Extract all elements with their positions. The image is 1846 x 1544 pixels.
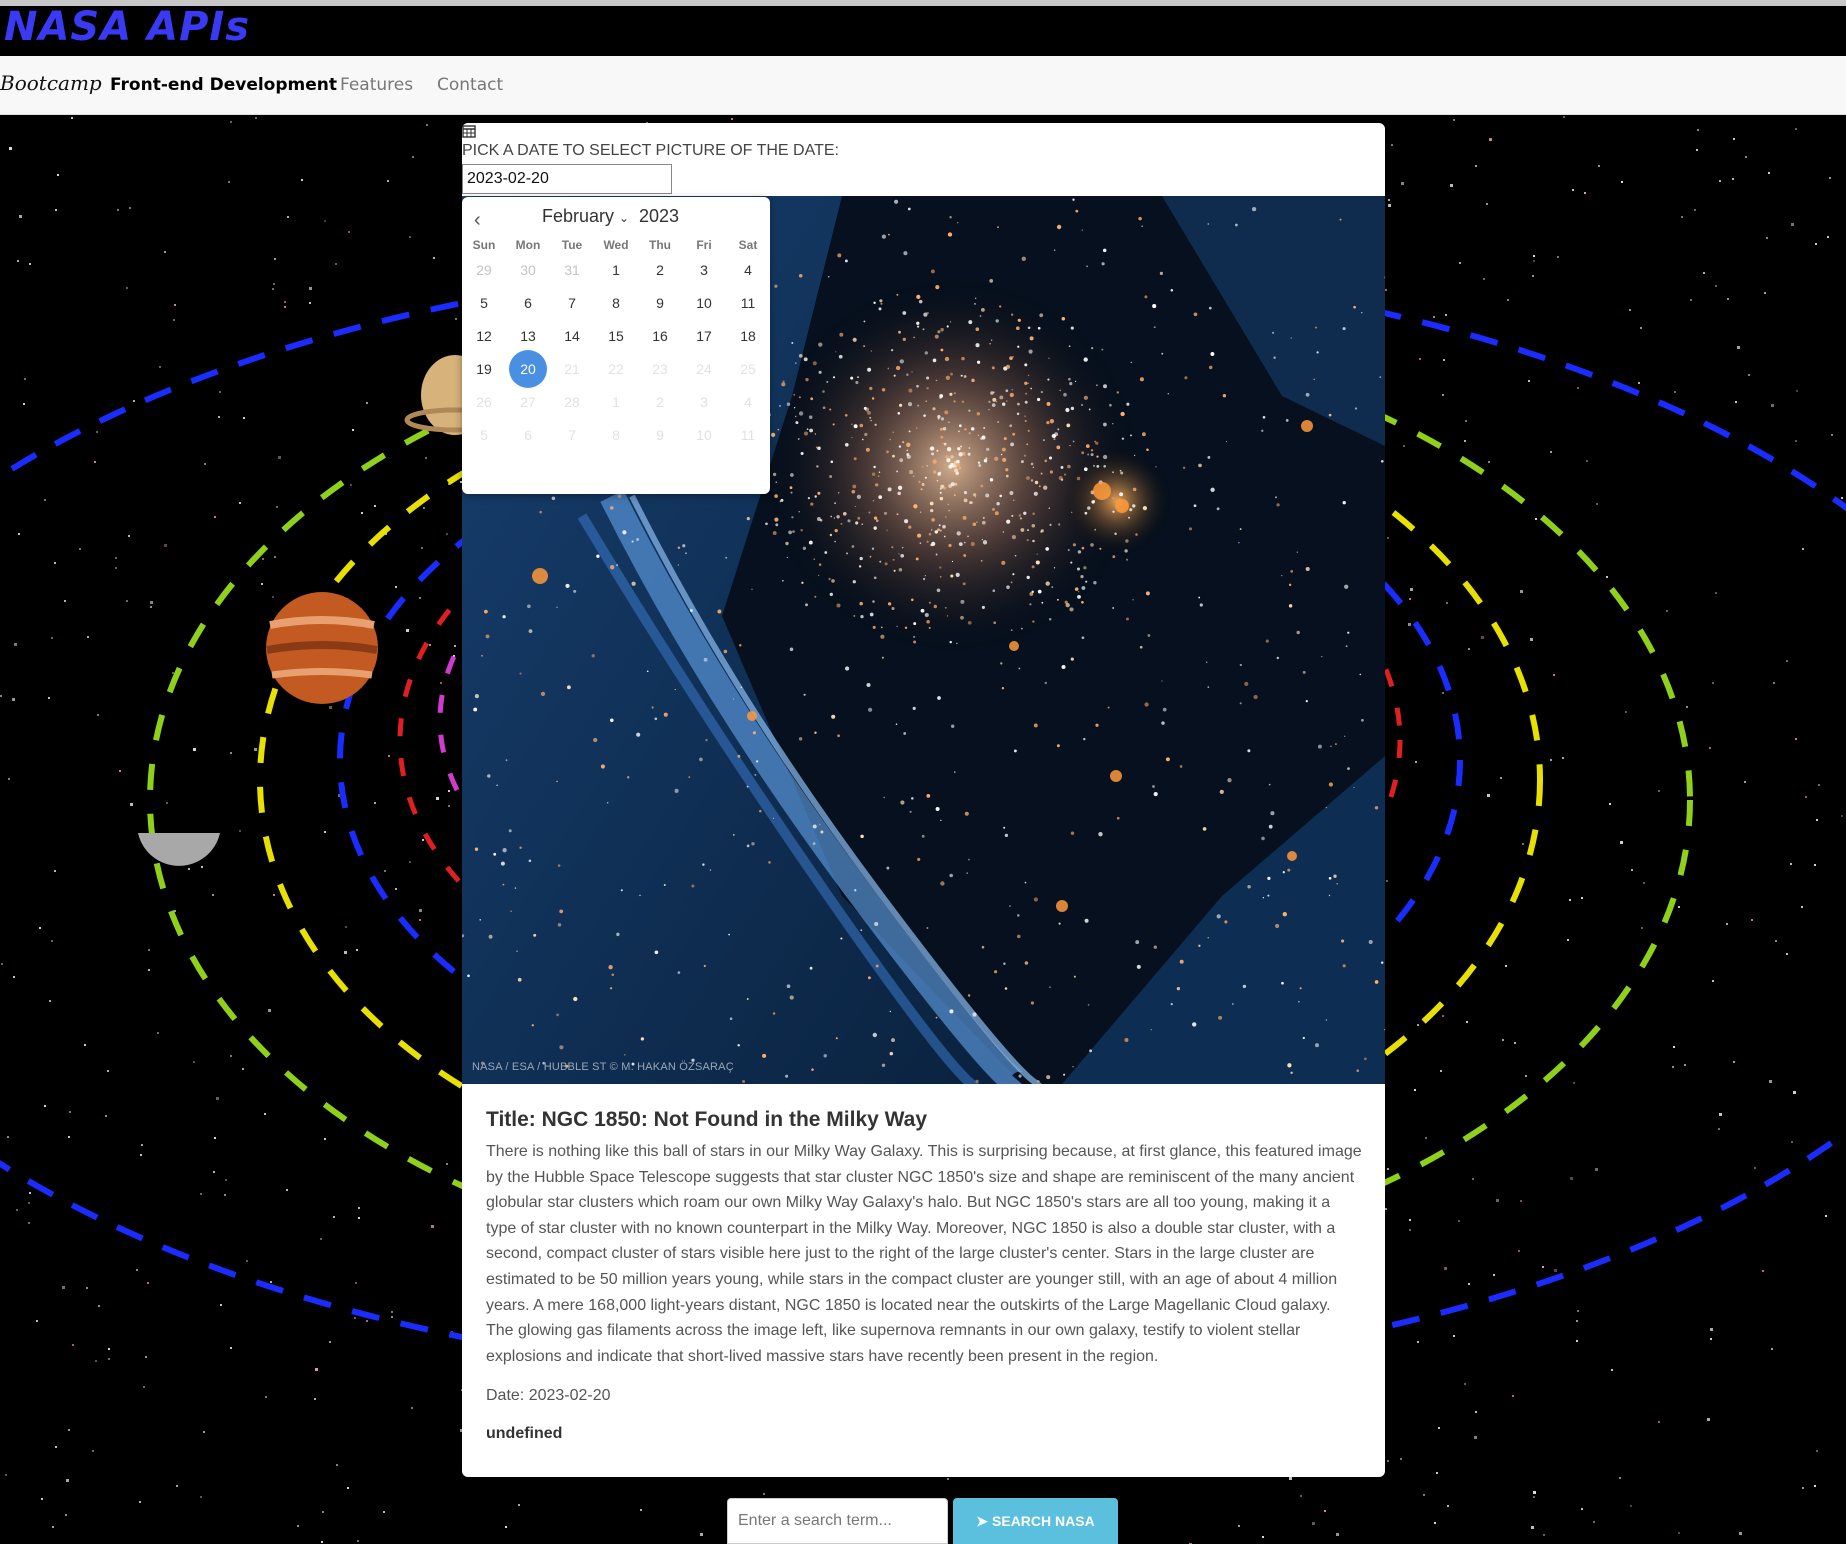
calendar-icon xyxy=(462,125,476,138)
calendar-day: 22 xyxy=(608,361,624,377)
nav-link-front-end-development[interactable]: Front-end Development xyxy=(110,75,337,95)
weekday-tue: Tue xyxy=(561,238,583,252)
date-picker-popup: ‹ February ⌄ 2023 Sun Mon Tue Wed Thu Fr… xyxy=(462,197,770,494)
weekday-mon: Mon xyxy=(515,238,541,252)
moon xyxy=(138,833,220,866)
calendar-day: 23 xyxy=(652,361,668,377)
search-input[interactable] xyxy=(727,1498,948,1544)
calendar-day[interactable]: 31 xyxy=(564,262,580,278)
calendar-day[interactable]: 7 xyxy=(568,295,576,311)
calendar-day[interactable]: 4 xyxy=(744,262,752,278)
calendar-day[interactable]: 30 xyxy=(520,262,536,278)
calendar-day: 26 xyxy=(476,394,492,410)
apod-date: Date: 2023-02-20 xyxy=(486,1387,611,1404)
month-select[interactable]: February ⌄ xyxy=(542,206,629,227)
year-input[interactable]: 2023 xyxy=(639,206,680,226)
chevron-down-icon: ⌄ xyxy=(619,211,630,225)
apod-title: Title: NGC 1850: Not Found in the Milky … xyxy=(486,1108,928,1131)
date-input[interactable] xyxy=(462,164,672,194)
calendar-day[interactable]: 1 xyxy=(612,262,620,278)
calendar-day: 2 xyxy=(656,394,664,410)
weekday-sun: Sun xyxy=(472,238,496,252)
top-bar: NASA APIs xyxy=(0,0,1846,56)
image-credit: NASA / ESA / HUBBLE ST © M. HAKAN ÖZSARA… xyxy=(472,1061,734,1073)
weekday-sat: Sat xyxy=(738,238,758,252)
navbar-brand[interactable]: Bootcamp xyxy=(0,71,102,95)
apod-explanation: There is nothing like this ball of stars… xyxy=(486,1143,1362,1365)
calendar-day[interactable]: 10 xyxy=(696,295,712,311)
calendar-day: 1 xyxy=(612,394,620,410)
calendar-day: 5 xyxy=(480,427,488,443)
calendar-day[interactable]: 19 xyxy=(476,361,492,377)
jupiter-planet xyxy=(266,592,378,704)
calendar-day[interactable]: 12 xyxy=(476,328,492,344)
apod-extra-field: undefined xyxy=(486,1425,563,1442)
calendar-day: 7 xyxy=(568,427,576,443)
calendar-day: 27 xyxy=(520,394,536,410)
nav-link-contact[interactable]: Contact xyxy=(437,75,504,95)
month-label: February xyxy=(542,206,615,226)
calendar-day[interactable]: 16 xyxy=(652,328,668,344)
pick-date-label: PICK A DATE TO SELECT PICTURE OF THE DAT… xyxy=(462,142,839,159)
search-nasa-button[interactable]: ➤ SEARCH NASA xyxy=(953,1498,1118,1544)
calendar-day: 25 xyxy=(740,361,756,377)
calendar-day: 10 xyxy=(696,427,712,443)
calendar-day[interactable]: 5 xyxy=(480,295,488,311)
calendar-day: 9 xyxy=(656,427,664,443)
calendar-day[interactable]: 2 xyxy=(656,262,664,278)
calendar-day[interactable]: 13 xyxy=(520,328,536,344)
weekday-fri: Fri xyxy=(696,238,712,252)
calendar-day: 4 xyxy=(744,394,752,410)
calendar-day[interactable]: 18 xyxy=(740,328,756,344)
calendar-day: 24 xyxy=(696,361,712,377)
navbar: Bootcamp Front-end Development Features … xyxy=(0,56,1846,115)
calendar-day: 28 xyxy=(564,394,580,410)
nav-link-features[interactable]: Features xyxy=(340,75,414,95)
calendar-day: 6 xyxy=(524,427,532,443)
calendar-day[interactable]: 17 xyxy=(696,328,712,344)
site-title: NASA APIs xyxy=(4,4,251,50)
previous-month-icon[interactable]: ‹ xyxy=(474,209,481,231)
weekday-thu: Thu xyxy=(649,238,671,252)
calendar-day[interactable]: 29 xyxy=(476,262,492,278)
calendar-day[interactable]: 14 xyxy=(564,328,580,344)
calendar-day[interactable]: 9 xyxy=(656,295,664,311)
weekday-wed: Wed xyxy=(603,238,629,252)
calendar-day: 3 xyxy=(700,394,708,410)
search-button-label: SEARCH NASA xyxy=(992,1512,1095,1529)
calendar-day: 11 xyxy=(740,427,756,443)
rocket-icon: ➤ xyxy=(976,1512,989,1529)
calendar-day: 21 xyxy=(564,361,580,377)
calendar-day[interactable]: 8 xyxy=(612,295,620,311)
calendar-day[interactable]: 6 xyxy=(524,295,532,311)
weekday-header: Sun Mon Tue Wed Thu Fri Sat xyxy=(462,238,770,254)
calendar-day[interactable]: 3 xyxy=(700,262,708,278)
calendar-day[interactable]: 11 xyxy=(740,295,756,311)
calendar-day: 8 xyxy=(612,427,620,443)
calendar-day-selected[interactable]: 20 xyxy=(509,350,547,388)
calendar-day[interactable]: 15 xyxy=(608,328,624,344)
